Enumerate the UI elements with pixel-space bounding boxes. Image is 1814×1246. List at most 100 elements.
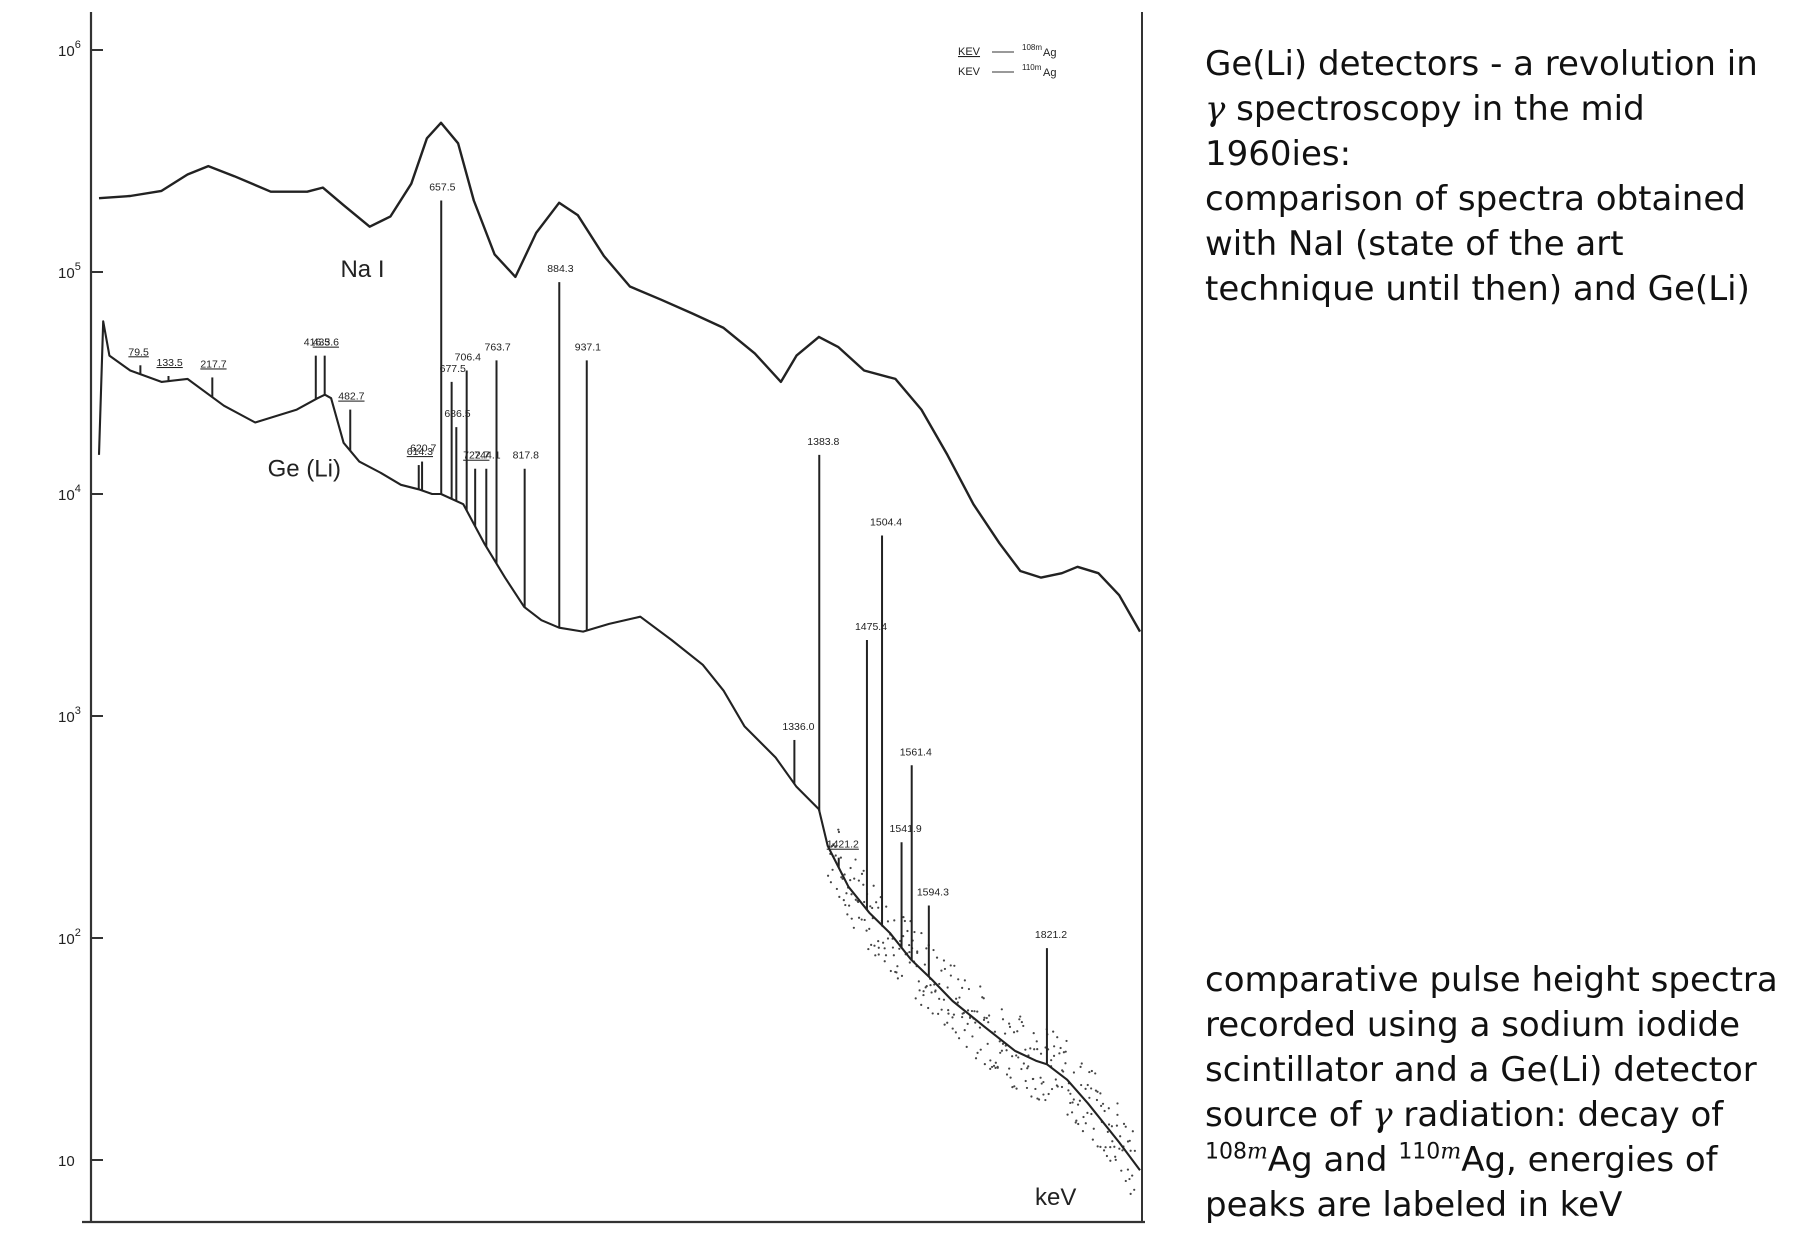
data-point — [930, 991, 933, 994]
data-point — [918, 989, 921, 992]
peak-label-26: 1821.2 — [1035, 929, 1067, 941]
data-point — [1107, 1123, 1111, 1126]
data-point — [963, 1029, 966, 1032]
curve-label-1: Ge (Li) — [268, 455, 341, 482]
data-point — [961, 1015, 964, 1019]
data-point — [940, 969, 943, 972]
data-point — [938, 997, 941, 1000]
peak-label-17: 937.1 — [575, 341, 601, 353]
data-point — [1090, 1069, 1093, 1073]
data-point — [1008, 1022, 1011, 1025]
data-point — [966, 1022, 969, 1026]
data-point — [1036, 1048, 1039, 1051]
data-point — [1025, 1086, 1029, 1090]
peak-label-22: 1504.4 — [870, 517, 902, 529]
data-point — [860, 918, 863, 921]
data-point — [1109, 1159, 1112, 1162]
data-point — [951, 1016, 954, 1019]
data-point — [843, 873, 846, 876]
description-top: Ge(Li) detectors - a revolution in γ spe… — [1205, 42, 1785, 312]
description-top-line1: Ge(Li) detectors - a revolution in γ spe… — [1205, 44, 1758, 174]
data-point — [958, 996, 961, 999]
data-point — [1069, 1092, 1072, 1095]
data-point — [1054, 1078, 1057, 1081]
data-point — [1034, 1087, 1037, 1091]
data-point — [1018, 1018, 1021, 1021]
data-point — [994, 1061, 997, 1064]
data-point — [1076, 1103, 1080, 1106]
data-point — [1096, 1090, 1099, 1093]
series-layer — [97, 121, 1142, 1171]
legend-isotope-0: 108m — [1022, 43, 1042, 52]
data-point — [1062, 1070, 1065, 1073]
data-point — [902, 916, 905, 919]
data-point — [1114, 1158, 1117, 1161]
description-top-line2: comparison of spectra obtained with NaI … — [1205, 179, 1750, 309]
data-point — [1105, 1154, 1109, 1158]
description-bottom: comparative pulse height spectra recorde… — [1205, 958, 1785, 1228]
data-point — [850, 917, 853, 920]
data-point — [978, 1026, 982, 1029]
data-point — [998, 1040, 1001, 1043]
data-point — [896, 965, 899, 968]
data-point — [908, 950, 911, 954]
data-point — [872, 884, 875, 887]
data-point — [1000, 1049, 1004, 1052]
peak-label-8: 657.5 — [429, 181, 455, 193]
data-point — [1099, 1092, 1102, 1095]
data-point — [1011, 1055, 1014, 1058]
data-point — [1027, 1065, 1030, 1068]
data-point — [917, 980, 920, 983]
data-point — [1062, 1051, 1065, 1054]
data-point — [1017, 1056, 1020, 1059]
data-point — [1074, 1121, 1077, 1124]
data-point — [906, 929, 909, 933]
data-point — [1066, 1113, 1069, 1116]
data-point — [885, 905, 888, 908]
data-point — [954, 1031, 957, 1034]
data-point — [856, 899, 859, 903]
data-point — [868, 927, 871, 930]
data-point — [1050, 1087, 1054, 1091]
data-point — [1086, 1083, 1089, 1087]
peak-label-14: 763.7 — [485, 341, 511, 353]
data-point — [1111, 1140, 1114, 1143]
curve-label-0: Na I — [340, 256, 384, 283]
data-point — [1107, 1107, 1110, 1110]
data-point — [874, 954, 877, 957]
data-point — [892, 954, 895, 957]
data-point — [1100, 1104, 1103, 1107]
data-point — [903, 919, 906, 923]
data-point — [929, 984, 932, 987]
data-point — [877, 946, 880, 949]
data-point — [1052, 1030, 1055, 1033]
data-point — [891, 946, 895, 949]
data-point — [844, 903, 847, 907]
data-point — [988, 1014, 991, 1017]
data-point — [862, 869, 865, 872]
data-point — [863, 918, 866, 922]
data-point — [957, 1037, 961, 1040]
peak-label-2: 217.7 — [200, 358, 226, 370]
data-point — [965, 1045, 968, 1048]
data-point — [849, 879, 852, 882]
data-point — [982, 997, 985, 1000]
data-point — [1088, 1096, 1091, 1099]
data-point — [1128, 1139, 1131, 1142]
data-point — [1047, 1092, 1050, 1096]
data-point — [956, 1001, 959, 1004]
data-point — [1104, 1146, 1107, 1149]
data-point — [870, 943, 873, 946]
data-point — [1072, 1098, 1075, 1101]
data-point — [925, 985, 928, 988]
data-point — [1001, 1018, 1005, 1021]
data-point — [830, 844, 834, 848]
y-ticks: 106 105 104 103 102 10 — [58, 39, 103, 1170]
gamma-symbol: γ — [1372, 1095, 1393, 1135]
data-point — [947, 1009, 950, 1012]
data-point — [1029, 1047, 1032, 1050]
data-point — [838, 895, 841, 898]
data-point — [1019, 1015, 1022, 1018]
data-point — [961, 986, 964, 989]
